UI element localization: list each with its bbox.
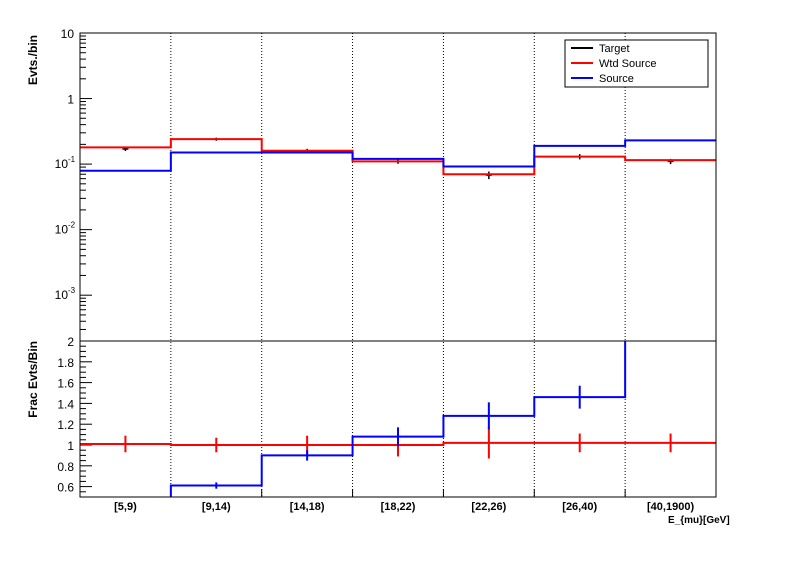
y-axis-title: Frac Evts/Bin — [26, 341, 40, 418]
y-tick-label: 1 — [67, 93, 74, 107]
bottom-panel-frame — [79, 340, 717, 498]
y-tick-label: 0.8 — [57, 460, 74, 474]
y-tick-exponent: -3 — [68, 286, 76, 295]
y-tick-label: 0.6 — [57, 481, 74, 495]
y-tick-exponent: -1 — [68, 155, 76, 164]
x-tick-label: [22,26) — [471, 501, 506, 513]
legend-label: Target — [599, 43, 630, 55]
y-tick-label: 10 — [61, 27, 75, 41]
legend-label: Source — [599, 73, 634, 85]
y-tick-label: 10 — [55, 157, 69, 171]
bottom-series-group — [80, 341, 716, 497]
x-tick-label: [26,40) — [562, 501, 597, 513]
y-tick-label: 1 — [67, 439, 74, 453]
y-tick-label: 1.6 — [57, 377, 74, 391]
x-axis-title: E_{mu}[GeV] — [668, 515, 730, 526]
y-tick-label: 10 — [55, 288, 69, 302]
ratio-step-source — [169, 341, 627, 497]
y-tick-label: 1.8 — [57, 356, 74, 370]
y-tick-label: 1.4 — [57, 397, 74, 411]
series-step-source — [80, 139, 716, 172]
x-tick-label: [9,14) — [202, 501, 231, 513]
x-tick-label: [40,1900) — [647, 501, 694, 513]
x-tick-label: [5,9) — [114, 501, 137, 513]
x-tick-label: [14,18) — [290, 501, 325, 513]
y-tick-label: 2 — [67, 335, 74, 349]
y-tick-label: 1.2 — [57, 418, 74, 432]
legend-label: Wtd Source — [599, 58, 656, 70]
x-tick-label: [18,22) — [381, 501, 416, 513]
series-step-wtd-source — [80, 138, 716, 176]
y-tick-label: 10 — [55, 223, 69, 237]
y-axis-title: Evts./bin — [26, 35, 40, 85]
y-tick-exponent: -2 — [68, 221, 76, 230]
